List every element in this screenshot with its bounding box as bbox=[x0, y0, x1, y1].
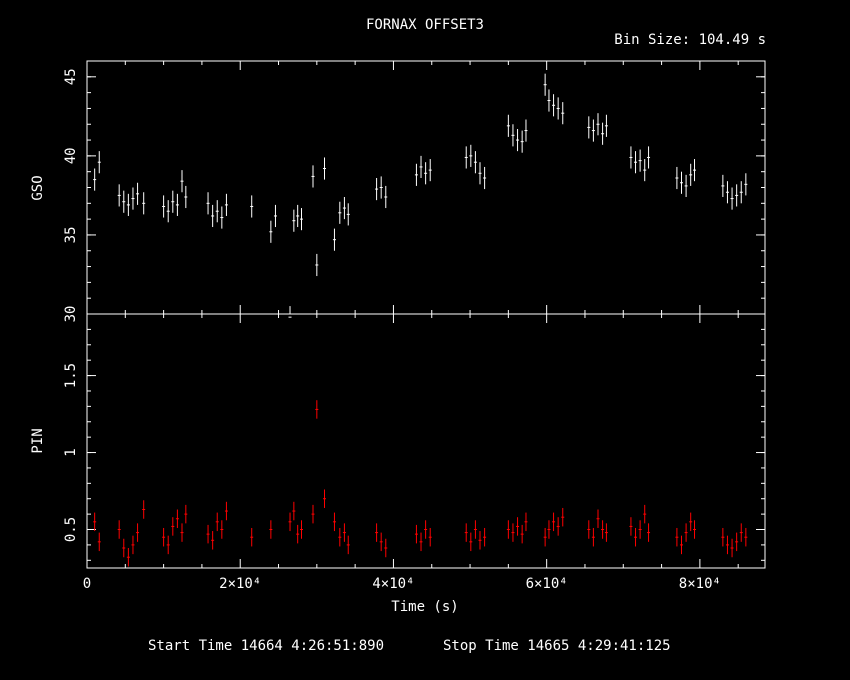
gso-tick-label: 35 bbox=[63, 227, 79, 244]
time-tick-label: 4×10⁴ bbox=[372, 576, 414, 592]
time-tick-label: 0 bbox=[83, 576, 91, 592]
time-tick-label: 8×10⁴ bbox=[679, 576, 721, 592]
pin-tick-label: 1.5 bbox=[63, 363, 79, 388]
gso-axis-ticks: 30 35 40 45 bbox=[63, 60, 765, 323]
bin-size-label: Bin Size: 104.49 s bbox=[614, 32, 766, 48]
pin-series bbox=[93, 400, 748, 567]
pin-axis-ticks: 0.5 1 1.5 bbox=[63, 313, 765, 561]
gso-series bbox=[93, 73, 748, 318]
pin-tick-label: 0.5 bbox=[63, 517, 79, 542]
time-axis-ticks: 0 2×10⁴ 4×10⁴ 6×10⁴ 8×10⁴ bbox=[83, 61, 739, 592]
time-tick-label: 6×10⁴ bbox=[526, 576, 568, 592]
time-axis-label: Time (s) bbox=[391, 599, 458, 615]
pin-panel-frame bbox=[86, 313, 766, 569]
pin-axis-label: PIN bbox=[30, 428, 46, 453]
gso-tick-label: 40 bbox=[63, 147, 79, 164]
gso-tick-label: 30 bbox=[63, 306, 79, 323]
chart-title: FORNAX OFFSET3 bbox=[366, 17, 484, 33]
pin-tick-label: 1 bbox=[63, 448, 79, 456]
stop-time-label: Stop Time 14665 4:29:41:125 bbox=[443, 638, 671, 654]
time-tick-label: 2×10⁴ bbox=[219, 576, 261, 592]
start-time-label: Start Time 14664 4:26:51:890 bbox=[148, 638, 384, 654]
gso-axis-label: GSO bbox=[30, 175, 46, 200]
gso-tick-label: 45 bbox=[63, 68, 79, 85]
